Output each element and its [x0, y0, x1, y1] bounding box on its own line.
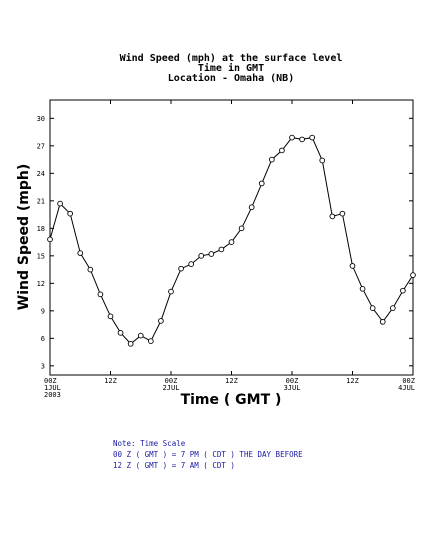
data-point [349, 263, 356, 269]
data-point [158, 318, 164, 324]
x-tick-label: 12Z [104, 377, 117, 385]
data-point [258, 180, 265, 187]
x-tick-label: 00Z [44, 377, 57, 385]
data-point [87, 266, 94, 273]
data-point [117, 329, 124, 336]
y-tick-label: 6 [41, 335, 45, 343]
y-axis: 3 6 9 12 15 18 21 24 27 30 [37, 115, 413, 370]
y-tick-label: 18 [37, 225, 45, 233]
x-tick-label: 00Z [286, 377, 299, 385]
data-point [57, 200, 63, 207]
data-point [379, 318, 386, 325]
note-line-title: Note: Time Scale [113, 439, 186, 448]
x-tick-label: 12Z [225, 377, 238, 385]
y-tick-label: 24 [37, 170, 45, 178]
data-point [268, 156, 275, 163]
data-point [188, 261, 195, 267]
data-point [77, 250, 84, 256]
y-axis-label: Wind Speed (mph) [16, 164, 32, 310]
y-tick-label: 12 [37, 280, 45, 288]
y-tick-label: 15 [37, 252, 45, 260]
data-point [218, 246, 225, 253]
wind-speed-series [47, 134, 416, 347]
data-point [389, 305, 396, 311]
data-point [168, 288, 174, 295]
x-tick-label: 1JUL [44, 384, 61, 392]
note-line-12z: 12 Z ( GMT ) = 7 AM ( CDT ) [113, 461, 235, 470]
x-tick-label: 00Z [165, 377, 178, 385]
data-point [319, 157, 326, 164]
data-point [238, 225, 245, 232]
data-point [289, 134, 295, 141]
data-point [147, 338, 154, 344]
y-tick-label: 3 [41, 362, 45, 370]
data-point [198, 252, 205, 259]
data-point [400, 287, 406, 294]
data-point [299, 136, 305, 143]
data-point [137, 332, 144, 339]
data-point [97, 291, 104, 298]
note-line-00z: 00 Z ( GMT ) = 7 PM ( CDT ) THE DAY BEFO… [113, 450, 303, 459]
data-point [410, 272, 416, 278]
x-tick-label: 4JUL [398, 384, 415, 392]
data-point [107, 313, 114, 320]
data-point [359, 285, 366, 292]
y-tick-label: 27 [37, 142, 45, 150]
data-point [329, 213, 336, 220]
y-tick-label: 30 [37, 115, 45, 123]
data-point [279, 147, 285, 154]
y-tick-label: 21 [37, 197, 45, 205]
x-tick-label: 2JUL [163, 384, 180, 392]
x-tick-label: 3JUL [284, 384, 301, 392]
chart-title: Wind Speed (mph) at the surface levelTim… [120, 52, 343, 84]
data-point [228, 239, 235, 245]
data-point [309, 134, 316, 141]
plot-frame [49, 99, 414, 376]
x-tick-label: 00Z [402, 377, 415, 385]
data-point [67, 210, 74, 217]
data-point [208, 251, 215, 257]
data-point [127, 340, 134, 347]
data-point [248, 204, 255, 211]
x-tick-label: 12Z [346, 377, 359, 385]
data-point [369, 305, 376, 311]
x-tick-label: 2003 [44, 391, 61, 399]
title-line: Wind Speed (mph) at the surface level [120, 52, 343, 64]
title-line: Time in GMT [198, 62, 264, 74]
data-point [339, 210, 346, 217]
data-point [47, 236, 53, 243]
x-axis-label: Time ( GMT ) [181, 392, 282, 408]
data-point [178, 265, 184, 272]
y-tick-label: 9 [41, 307, 45, 315]
title-line: Location - Omaha (NB) [168, 72, 294, 84]
